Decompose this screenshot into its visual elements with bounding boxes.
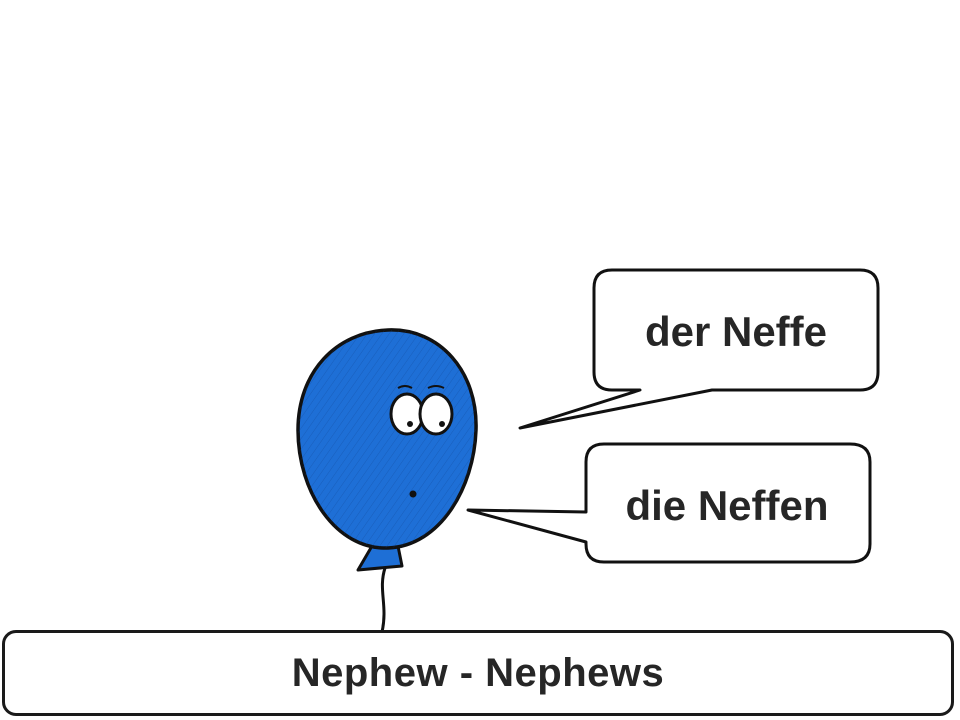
caption-box: Nephew - Nephews: [2, 630, 954, 716]
balloon-mouth: [409, 490, 417, 498]
balloon-string: [380, 566, 387, 634]
speech-bubble-singular: der Neffe: [518, 268, 880, 430]
bubble-singular-text: der Neffe: [645, 308, 827, 355]
balloon-eyes: [389, 385, 454, 436]
caption-text: Nephew - Nephews: [291, 650, 665, 695]
balloon-knot: [356, 544, 404, 572]
balloon-body: [296, 328, 478, 550]
bubble-plural-text: die Neffen: [625, 482, 828, 529]
speech-bubble-plural: die Neffen: [466, 442, 872, 564]
